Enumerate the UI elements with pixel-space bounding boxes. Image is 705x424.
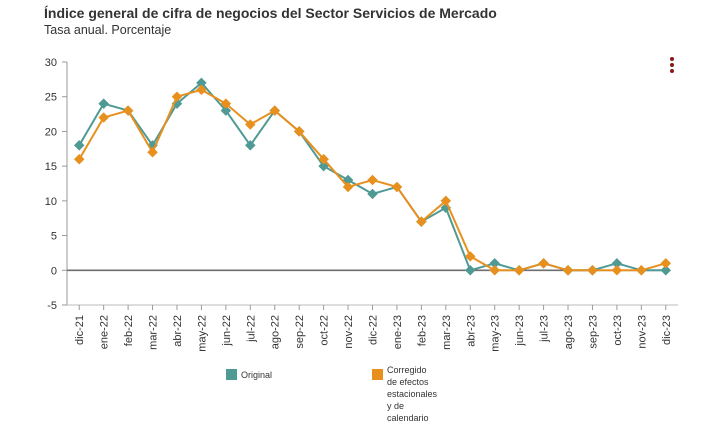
chart-axes: -5 0 5 10 15 20 25 30 dic-21 ene-22 feb-22 mar-22 ab… <box>45 57 678 352</box>
y-tick-label: 30 <box>45 57 57 69</box>
series-1-point <box>147 146 158 158</box>
chart-canvas: -5 0 5 10 15 20 25 30 dic-21 ene-22 feb-22 mar-22 ab… <box>45 57 678 352</box>
series-1-point <box>391 181 403 193</box>
chart-subtitle: Tasa anual. Porcentaje <box>44 23 172 37</box>
series-1-point <box>440 195 452 207</box>
x-tick-label: jun-22 <box>221 315 233 347</box>
series-1-point <box>171 91 183 103</box>
series-1-point <box>244 119 256 130</box>
x-tick-label: sep-22 <box>294 315 306 349</box>
series-0-point <box>73 139 85 151</box>
series-0-point <box>367 188 378 200</box>
legend-label-original: Original <box>241 370 273 380</box>
legend-swatch-original <box>226 369 237 380</box>
x-tick-label: dic-21 <box>74 315 86 345</box>
x-tick-label: abr-23 <box>465 315 477 347</box>
x-tick-label: dic-23 <box>661 315 673 345</box>
series-1-point <box>489 264 501 276</box>
x-tick-label: jul-22 <box>245 315 257 343</box>
series-0-point <box>220 105 232 116</box>
series-1-point <box>660 257 672 269</box>
x-tick-label: nov-22 <box>343 315 355 349</box>
series-1-point <box>611 264 623 276</box>
y-tick-label: 0 <box>51 265 57 277</box>
x-tick-label: ago-22 <box>270 315 282 349</box>
series-1-point <box>318 153 329 165</box>
x-tick-label: nov-23 <box>636 315 648 349</box>
series-1-point <box>73 153 85 165</box>
x-tick-label: mar-22 <box>148 315 160 350</box>
series-1-point <box>464 251 476 262</box>
x-tick-label: sep-23 <box>587 315 599 349</box>
x-tick-label: jul-23 <box>539 315 551 343</box>
series-1-point <box>98 112 110 123</box>
series-0-point <box>464 264 476 276</box>
series-1-point <box>538 257 549 269</box>
more-vert-icon[interactable] <box>664 56 680 74</box>
series-1-point <box>342 181 354 193</box>
x-tick-label: ene-23 <box>392 315 404 349</box>
y-tick-label: 5 <box>51 231 57 243</box>
series-1-point <box>293 126 305 137</box>
legend-label-corregido-line-1: Corregido de efectos <box>387 365 429 387</box>
x-tick-label: abr-22 <box>172 315 184 347</box>
x-tick-label: may-23 <box>490 315 502 352</box>
chart-series <box>73 77 672 276</box>
y-tick-label: 25 <box>45 92 57 104</box>
legend-label-corregido-line-2: estacionales y de calendario <box>387 389 438 423</box>
x-tick-label: feb-22 <box>123 315 135 346</box>
series-1-point <box>122 105 134 116</box>
x-tick-label: oct-23 <box>612 315 624 346</box>
series-0-point <box>98 98 110 110</box>
legend-swatch-corregido <box>372 369 383 380</box>
series-0-point <box>244 139 256 151</box>
x-tick-label: feb-23 <box>416 315 428 346</box>
series-1-point <box>269 105 281 116</box>
series-1-point <box>587 264 598 276</box>
legend-label-corregido: Corregido de efectos estacionales y de c… <box>387 364 437 424</box>
series-1-point <box>513 264 525 276</box>
series-1-point <box>416 216 427 228</box>
x-tick-label: mar-23 <box>441 315 453 350</box>
series-1-point <box>220 98 232 110</box>
x-tick-label: may-22 <box>196 315 208 352</box>
x-tick-label: ene-22 <box>99 315 111 349</box>
chart-title: Índice general de cifra de negocios del … <box>44 5 497 21</box>
y-tick-label: 20 <box>45 126 57 138</box>
x-tick-label: ago-23 <box>563 315 575 349</box>
y-tick-label: 10 <box>45 196 57 208</box>
x-tick-label: oct-22 <box>319 315 331 346</box>
y-tick-label: -5 <box>47 300 57 312</box>
x-tick-label: dic-22 <box>368 315 380 345</box>
series-0-point <box>660 264 672 276</box>
y-tick-label: 15 <box>45 161 57 173</box>
series-1-point <box>562 264 574 276</box>
series-1-point <box>367 174 378 186</box>
x-tick-label: jun-23 <box>514 315 526 347</box>
series-1-point <box>196 84 207 96</box>
series-1-point <box>635 264 647 276</box>
